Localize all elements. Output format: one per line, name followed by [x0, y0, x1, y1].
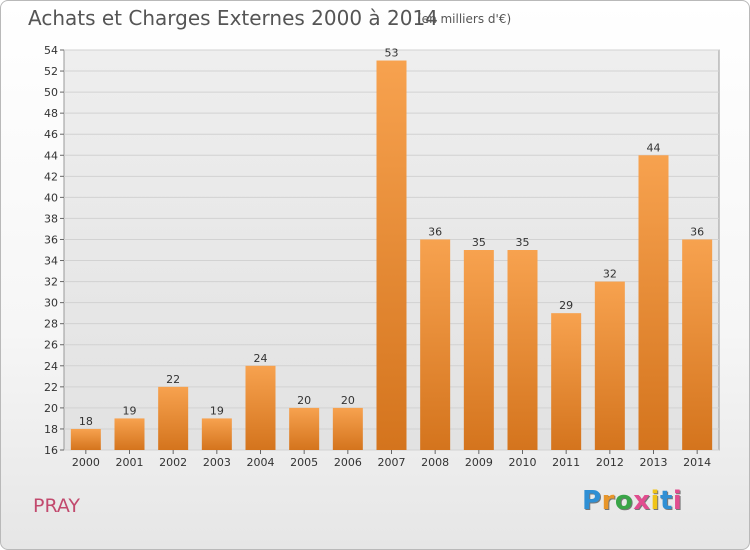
y-tick-label: 44: [44, 149, 58, 162]
value-label-2002: 22: [166, 373, 180, 386]
y-tick-label: 28: [44, 318, 58, 331]
y-tick-label: 24: [44, 360, 58, 373]
x-axis: 2000 2001 2002 2003 2004 2005 2006 2007 2008 2009…: [72, 450, 711, 469]
y-tick-label: 42: [44, 170, 58, 183]
y-tick-label: 34: [44, 255, 58, 268]
logo-letter: P: [582, 486, 602, 516]
y-tick-label: 36: [44, 233, 58, 246]
value-label-2004: 24: [254, 352, 268, 365]
bar-2008: [420, 239, 451, 450]
bar-2007: [376, 60, 407, 451]
value-label-2009: 35: [472, 236, 486, 249]
y-axis: 16 18 20 22 24 26 28 30 32 34 36 38 40 42 44 46 48 50 52 54: [44, 44, 64, 457]
bars: 18 19 22 19 24 20 20 53 36 35 35 29 32 44 36: [70, 47, 713, 451]
place-name: PRAY: [33, 495, 81, 517]
value-label-2010: 35: [516, 236, 530, 249]
value-label-2003: 19: [210, 404, 224, 417]
logo-letter: r: [601, 486, 615, 516]
x-tick-label-2006: 2006: [334, 456, 362, 469]
y-tick-label: 30: [44, 297, 58, 310]
bar-2005: [289, 407, 320, 450]
logo-letter: o: [614, 486, 634, 516]
value-label-2008: 36: [428, 225, 442, 238]
y-tick-label: 50: [44, 86, 58, 99]
y-tick-label: 52: [44, 65, 58, 78]
value-label-2000: 18: [79, 415, 93, 428]
x-tick-label-2000: 2000: [72, 456, 100, 469]
x-tick-label-2002: 2002: [159, 456, 187, 469]
chart-subtitle: (en milliers d'€): [417, 12, 512, 26]
logo-letter: x: [633, 486, 651, 516]
value-label-2011: 29: [559, 299, 573, 312]
y-tick-label: 38: [44, 212, 58, 225]
bar-2013: [638, 155, 669, 450]
bar-2000: [70, 428, 101, 450]
x-tick-label-2001: 2001: [116, 456, 144, 469]
x-tick-label-2014: 2014: [683, 456, 711, 469]
value-label-2001: 19: [123, 404, 137, 417]
chart-title: Achats et Charges Externes 2000 à 2014: [28, 6, 438, 30]
bar-2010: [507, 250, 538, 450]
x-tick-label-2005: 2005: [290, 456, 318, 469]
x-tick-label-2012: 2012: [596, 456, 624, 469]
bar-2003: [201, 418, 232, 450]
bar-2011: [551, 313, 582, 450]
logo-letter: i: [650, 486, 660, 516]
proxiti-logo[interactable]: Proxiti: [582, 486, 682, 516]
value-label-2007: 53: [385, 47, 399, 60]
x-tick-label-2003: 2003: [203, 456, 231, 469]
bar-2009: [463, 250, 494, 450]
bar-2001: [114, 418, 145, 450]
x-tick-label-2007: 2007: [378, 456, 406, 469]
y-tick-label: 48: [44, 107, 58, 120]
value-label-2014: 36: [690, 225, 704, 238]
x-tick-label-2010: 2010: [509, 456, 537, 469]
x-tick-label-2009: 2009: [465, 456, 493, 469]
y-tick-label: 54: [44, 44, 58, 57]
y-tick-label: 22: [44, 381, 58, 394]
value-label-2013: 44: [647, 141, 661, 154]
bar-2004: [245, 365, 276, 450]
value-label-2012: 32: [603, 268, 617, 281]
y-tick-label: 46: [44, 128, 58, 141]
y-tick-label: 16: [44, 444, 58, 457]
bar-2006: [332, 407, 363, 450]
y-tick-label: 18: [44, 423, 58, 436]
bar-2012: [594, 281, 625, 450]
x-tick-label-2004: 2004: [247, 456, 275, 469]
bar-2014: [682, 239, 713, 450]
logo-letter: t: [659, 486, 673, 516]
value-label-2006: 20: [341, 394, 355, 407]
y-tick-label: 20: [44, 402, 58, 415]
x-tick-label-2013: 2013: [640, 456, 668, 469]
bar-2002: [158, 386, 189, 450]
value-label-2005: 20: [297, 394, 311, 407]
x-tick-label-2008: 2008: [421, 456, 449, 469]
x-tick-label-2011: 2011: [552, 456, 580, 469]
logo-letter: i: [672, 486, 683, 516]
y-tick-label: 32: [44, 276, 58, 289]
y-tick-label: 26: [44, 339, 58, 352]
y-tick-label: 40: [44, 191, 58, 204]
